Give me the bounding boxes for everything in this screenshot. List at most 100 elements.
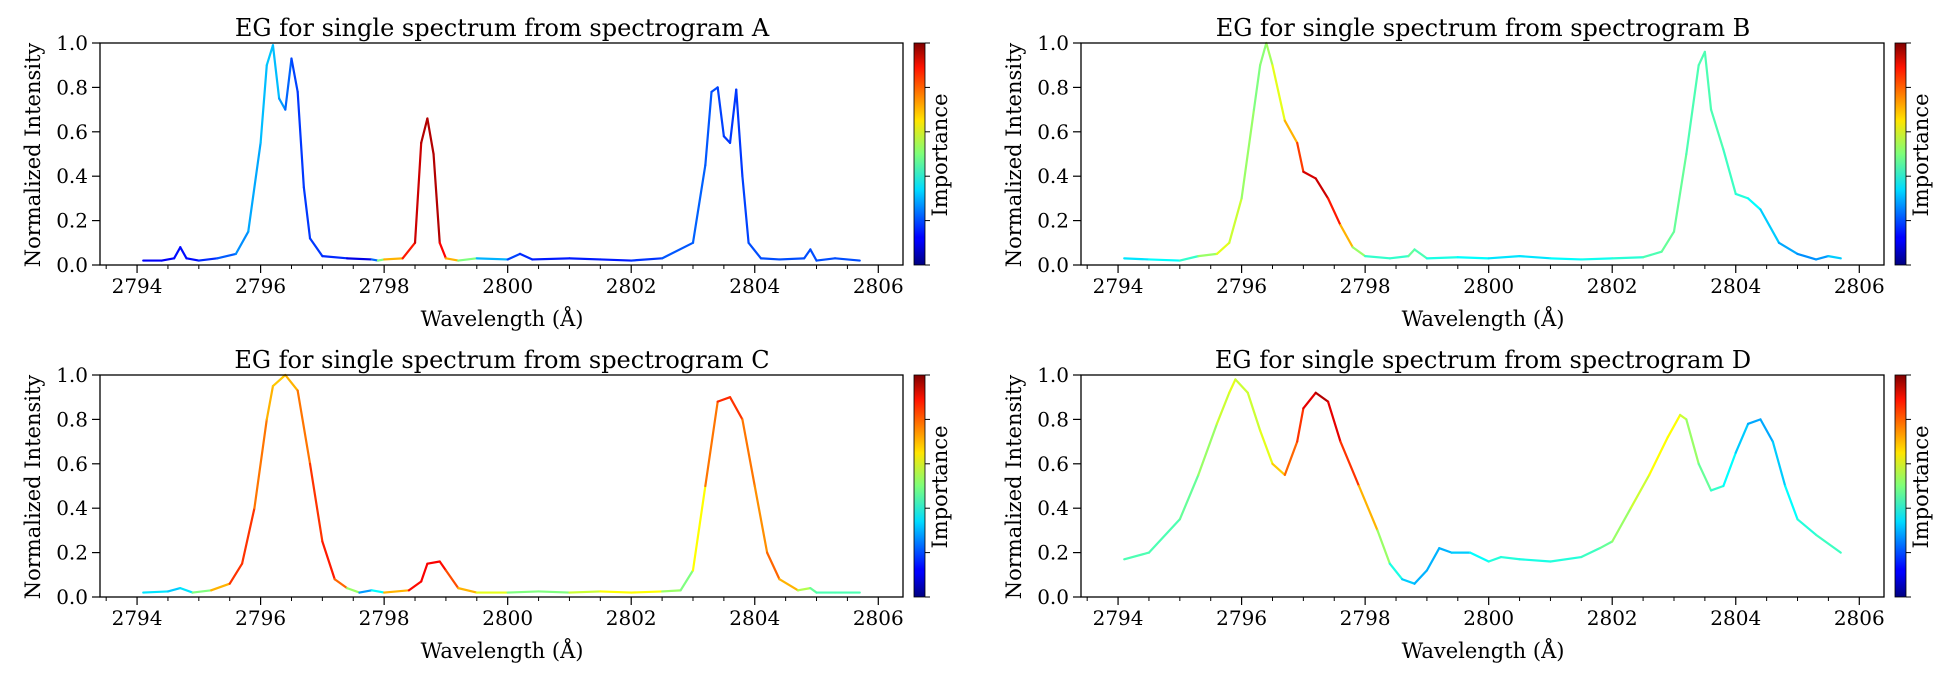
panel-b-spectrum-segment — [1314, 177, 1330, 200]
panel-a-spectrum-segment — [271, 44, 281, 100]
panel-b-spectrum-segment — [1147, 258, 1181, 262]
panel-c-spectrum-segment — [345, 587, 361, 594]
panel-d-spectrum-segment — [1259, 429, 1274, 465]
panel-c-spectrum-segment — [296, 389, 312, 465]
panel-d-spectrum-segment — [1197, 422, 1218, 476]
panel-b-spectrum-segment — [1339, 223, 1354, 249]
panel-c-spectrum-segment — [766, 551, 781, 581]
panel-b-spectrum-segment — [1215, 241, 1231, 255]
panel-b-ytick-label: 0.6 — [1037, 120, 1069, 144]
panel-b-spectrum-segment — [1364, 255, 1391, 260]
panel-a-spectrum-segment — [833, 257, 861, 262]
panel-d-ylabel: Normalized Intensity — [1002, 375, 1026, 600]
panel-a-ytick-label: 0.8 — [56, 75, 88, 99]
panel-b-ytick-label: 1.0 — [1037, 31, 1069, 55]
panel-a-spectrum-segment — [308, 237, 324, 258]
panel-c-spectrum-segment — [407, 580, 423, 592]
panel-d-plot-area — [1123, 378, 1842, 585]
panel-b-spectrum-segment — [1413, 248, 1429, 260]
panel-c-xtick-label: 2796 — [235, 606, 286, 630]
panel-c-spectrum-segment — [630, 590, 664, 594]
panel-a-xtick-label: 2800 — [482, 274, 533, 298]
panel-d-spectrum-segment — [1314, 391, 1330, 403]
panel-a-spectrum-segment — [413, 141, 423, 244]
panel-b-spectrum-segment — [1703, 50, 1713, 111]
panel-b-spectrum-segment — [1123, 257, 1151, 261]
panel-a-spectrum-segment — [630, 257, 664, 262]
panel-c-ytick-label: 0.4 — [56, 496, 88, 520]
panel-d-spectrum-segment — [1302, 391, 1317, 410]
panel-b-spectrum-segment — [1407, 248, 1416, 258]
panel-a-spectrum-segment — [475, 257, 509, 261]
panel-a-ytick-label: 1.0 — [56, 31, 88, 55]
panel-d-spectrum-segment — [1123, 551, 1151, 561]
panel-b-xtick-label: 2796 — [1216, 274, 1267, 298]
panel-b-spectrum-segment — [1302, 170, 1317, 180]
panel-d-spectrum-segment — [1771, 440, 1787, 488]
panel-c-spectrum-segment — [599, 590, 633, 594]
panel-d-spectrum-segment — [1487, 555, 1503, 563]
panel-d-xtick-label: 2800 — [1463, 606, 1514, 630]
panel-a-colorbar-label: Importance — [928, 93, 952, 216]
panel-b-spectrum-segment — [1456, 256, 1490, 260]
panel-b-spectrum-segment — [1271, 64, 1286, 122]
panel-d-spectrum-segment — [1796, 518, 1818, 536]
panel-c-title: EG for single spectrum from spectrogram … — [234, 346, 769, 374]
panel-a-xlabel: Wavelength (Å) — [421, 306, 584, 331]
panel-a-spectrum-segment — [234, 230, 250, 255]
panel-d-colorbar — [1894, 374, 1907, 598]
panel-d-ytick-label: 0.4 — [1037, 496, 1069, 520]
panel-c-spectrum-segment — [333, 578, 349, 590]
panel-d-spectrum-segment — [1357, 484, 1379, 532]
panel-b-spectrum-segment — [1388, 255, 1410, 260]
panel-d-spectrum-segment — [1709, 484, 1725, 492]
panel-d-xlabel: Wavelength (Å) — [1402, 638, 1565, 663]
panel-b-spectrum-segment — [1722, 148, 1737, 196]
panel-d-spectrum-segment — [1722, 451, 1737, 488]
panel-c-xtick-label: 2802 — [606, 606, 657, 630]
panel-b-xtick-label: 2802 — [1587, 274, 1638, 298]
panel-b-plot-area — [1123, 41, 1842, 262]
panel-d-spectrum-segment — [1469, 551, 1490, 563]
panel-b-xtick-label: 2800 — [1463, 274, 1514, 298]
panel-d-ticks: 2794 2796 2798 2800 2802 2804 2806 0.0 0.2 0.4 0.6… — [1037, 363, 1911, 630]
panel-c-ylabel: Normalized Intensity — [21, 375, 45, 600]
panel-d-spectrum-segment — [1388, 562, 1404, 581]
panel-c-spectrum-segment — [660, 589, 682, 593]
panel-b-spectrum-segment — [1814, 255, 1830, 261]
panel-a-xtick-label: 2806 — [853, 274, 904, 298]
panel-b-colorbar-label: Importance — [1909, 93, 1933, 216]
panel-a-spectrum-segment — [506, 252, 522, 261]
panel-a-spectrum-segment — [741, 175, 750, 244]
panel-d-spectrum-segment — [1685, 418, 1700, 465]
panel-d-spectrum-segment — [1648, 436, 1669, 476]
panel-b-spectrum-segment — [1697, 50, 1706, 67]
panel-c-colorbar-label: Importance — [928, 425, 952, 548]
panel-d-xtick-label: 2794 — [1093, 606, 1144, 630]
panel-b-spectrum-segment — [1283, 119, 1299, 144]
panel-b-spectrum-segment — [1660, 230, 1676, 253]
panel-c-spectrum-segment — [210, 582, 231, 592]
panel-b-spectrum-segment — [1240, 108, 1256, 200]
panel-c-ytick-label: 0.2 — [56, 541, 88, 565]
panel-c-spectrum-segment — [691, 484, 707, 572]
panel-d-spectrum-segment — [1666, 413, 1682, 439]
panel-a-title: EG for single spectrum from spectrogram … — [235, 14, 770, 42]
panel-c-ytick-label: 0.0 — [56, 585, 88, 609]
panel-d-xtick-label: 2798 — [1340, 606, 1391, 630]
panel-c-xtick-label: 2804 — [729, 606, 780, 630]
panel-a-ytick-label: 0.0 — [56, 253, 88, 277]
panel-a-spectrum-segment — [747, 241, 763, 260]
panel-c-spectrum-segment — [179, 587, 194, 594]
panel-b-spectrum-segment — [1641, 250, 1663, 259]
panel-b-xtick-label: 2798 — [1340, 274, 1391, 298]
panel-a-spectrum-segment — [815, 257, 837, 262]
panel-d-spectrum-segment — [1814, 533, 1842, 554]
panel-d-spectrum-segment — [1784, 484, 1799, 521]
panel-b-spectrum-segment — [1685, 64, 1700, 156]
panel-b-ytick-label: 0.2 — [1037, 209, 1069, 233]
panel-b-spectrum-segment — [1734, 192, 1750, 200]
panel-d-spectrum-segment — [1518, 558, 1552, 563]
panel-d-ytick-label: 0.2 — [1037, 541, 1069, 565]
panel-a-spectrum-segment — [803, 248, 812, 260]
